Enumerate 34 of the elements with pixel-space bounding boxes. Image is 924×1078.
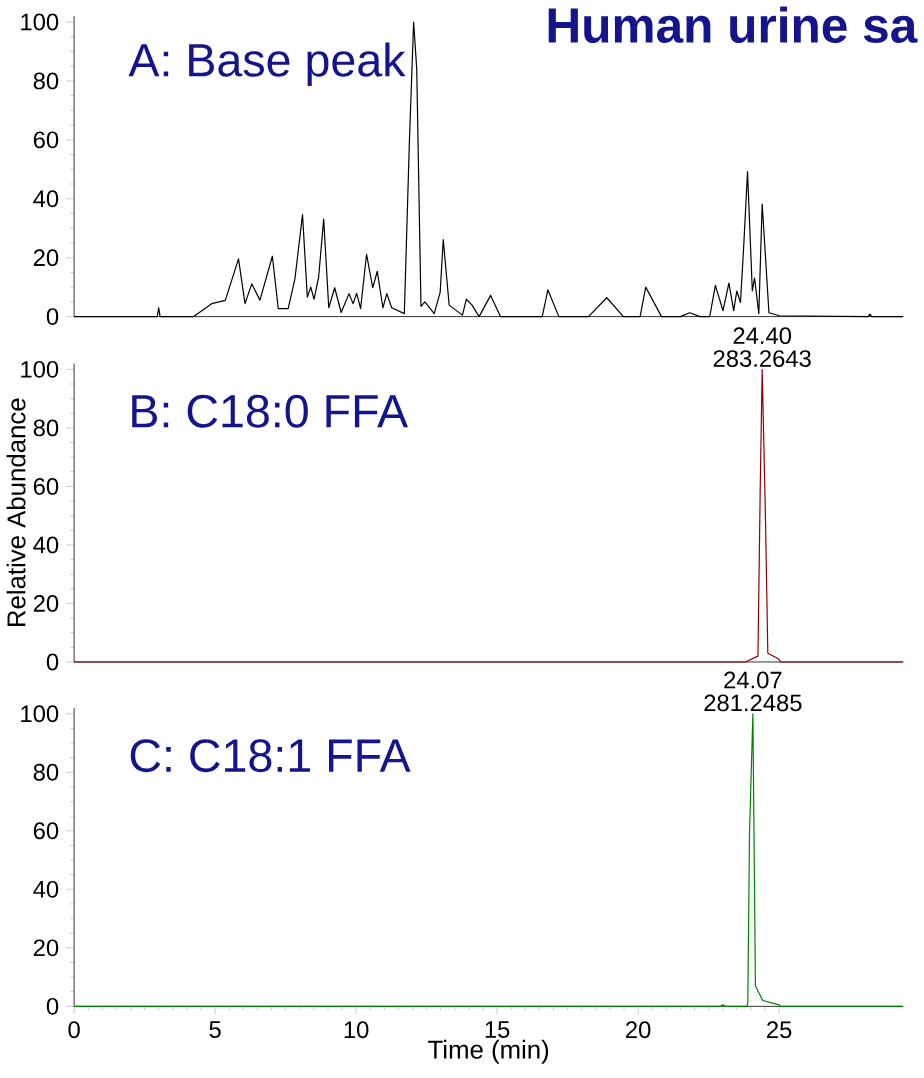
text: A: Base peak xyxy=(128,42,406,86)
text: B: C18:0 FFA xyxy=(132,394,409,428)
y-tick-label: 60 xyxy=(33,822,59,840)
y-tick-label: 100 xyxy=(21,13,59,31)
y-tick-label: 40 xyxy=(33,536,59,554)
y-tick-label: 80 xyxy=(33,419,59,437)
y-tick-label: 20 xyxy=(33,939,59,957)
chart-title: Human urine sa xyxy=(548,6,918,44)
y-tick-label: 80 xyxy=(33,72,59,90)
x-tick-label: 20 xyxy=(626,1021,651,1039)
x-tick-label: 15 xyxy=(485,1021,510,1038)
text: C: C18:1 FFA xyxy=(130,739,411,773)
y-axis-title: Relative Abundance xyxy=(6,398,26,626)
x-axis-title: Time (min) xyxy=(428,1039,549,1064)
y-tick-label: 80 xyxy=(33,763,59,781)
x-tick-label: 0 xyxy=(68,1021,80,1039)
y-tick-label: 0 xyxy=(46,997,59,1015)
text: 24.07 xyxy=(724,671,782,689)
y-tick-label: 60 xyxy=(33,131,59,149)
y-tick-label: 20 xyxy=(33,249,59,267)
y-tick-label: 100 xyxy=(21,360,59,378)
y-tick-label: 0 xyxy=(46,653,59,671)
y-tick-label: 100 xyxy=(21,705,59,723)
y-tick-label: 40 xyxy=(33,880,59,898)
x-tick-label: 10 xyxy=(344,1021,369,1039)
x-tick-label: 25 xyxy=(767,1021,792,1039)
annotation: 281.2485 xyxy=(704,694,802,712)
text: 24.40 xyxy=(733,327,792,345)
y-tick-label: 0 xyxy=(46,308,59,326)
annotation: 283.2643 xyxy=(713,350,811,367)
x-tick-label: 5 xyxy=(209,1021,221,1038)
y-tick-label: 40 xyxy=(33,190,59,208)
y-tick-label: 20 xyxy=(33,595,59,612)
y-tick-label: 60 xyxy=(33,477,59,495)
